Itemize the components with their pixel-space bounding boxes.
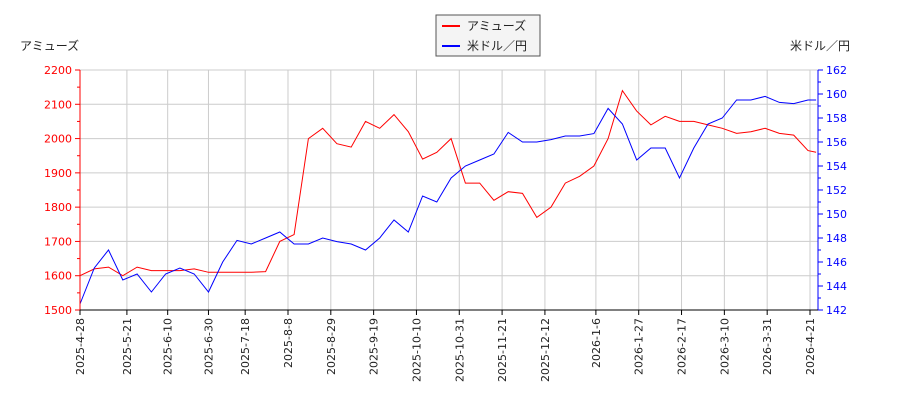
x-tick-label: 2025-10-31 bbox=[453, 318, 466, 382]
x-tick-label: 2025-12-12 bbox=[539, 318, 552, 382]
x-tick-label: 2025-4-28 bbox=[74, 318, 87, 375]
x-tick-label: 2026-1-27 bbox=[633, 318, 646, 375]
left-tick-label: 1900 bbox=[44, 167, 72, 180]
axes: 1500 1600 1700 1800 1900 2000 2100 2200 142 144 14… bbox=[44, 64, 847, 382]
right-tick-label: 144 bbox=[826, 280, 847, 293]
plot-area bbox=[80, 70, 818, 310]
right-tick-label: 156 bbox=[826, 136, 847, 149]
x-tick-label: 2025-7-18 bbox=[239, 318, 252, 375]
left-tick-label: 1600 bbox=[44, 270, 72, 283]
right-tick-label: 162 bbox=[826, 64, 847, 77]
x-tick-label: 2026-3-31 bbox=[761, 318, 774, 375]
left-axis-label: アミューズ bbox=[20, 38, 79, 53]
right-axis-label: 米ドル／円 bbox=[790, 39, 850, 53]
x-tick-label: 2026-3-10 bbox=[718, 318, 731, 375]
right-tick-label: 148 bbox=[826, 232, 847, 245]
left-tick-label: 1500 bbox=[44, 304, 72, 317]
x-tick-label: 2025-11-21 bbox=[496, 318, 509, 382]
left-tick-label: 2200 bbox=[44, 64, 72, 77]
left-tick-label: 2000 bbox=[44, 133, 72, 146]
right-tick-label: 146 bbox=[826, 256, 847, 269]
right-tick-label: 160 bbox=[826, 88, 847, 101]
x-tick-label: 2025-6-10 bbox=[162, 318, 175, 375]
right-tick-label: 142 bbox=[826, 304, 847, 317]
left-tick-label: 1800 bbox=[44, 201, 72, 214]
series-line-usdjpy bbox=[79, 95, 817, 305]
series-line-amuse bbox=[79, 89, 817, 277]
series-lines bbox=[79, 89, 817, 305]
right-tick-label: 154 bbox=[826, 160, 847, 173]
x-tick-label: 2026-1-6 bbox=[590, 318, 603, 368]
legend-label-usdjpy: 米ドル／円 bbox=[467, 39, 527, 53]
left-tick-label: 2100 bbox=[44, 98, 72, 111]
right-tick-label: 158 bbox=[826, 112, 847, 125]
x-tick-label: 2026-4-21 bbox=[804, 318, 817, 375]
x-tick-label: 2025-5-21 bbox=[121, 318, 134, 375]
x-tick-label: 2025-6-30 bbox=[202, 318, 215, 375]
x-tick-label: 2025-10-10 bbox=[410, 318, 423, 382]
left-tick-label: 1700 bbox=[44, 235, 72, 248]
x-tick-label: 2025-9-19 bbox=[368, 318, 381, 375]
x-tick-label: 2025-8-8 bbox=[282, 318, 295, 368]
right-tick-label: 150 bbox=[826, 208, 847, 221]
right-tick-label: 152 bbox=[826, 184, 847, 197]
grid bbox=[79, 69, 818, 311]
legend: アミューズ 米ドル／円 bbox=[435, 14, 541, 57]
x-tick-label: 2025-8-29 bbox=[325, 318, 338, 375]
legend-label-amuse: アミューズ bbox=[467, 18, 526, 33]
x-tick-label: 2026-2-17 bbox=[676, 318, 689, 375]
